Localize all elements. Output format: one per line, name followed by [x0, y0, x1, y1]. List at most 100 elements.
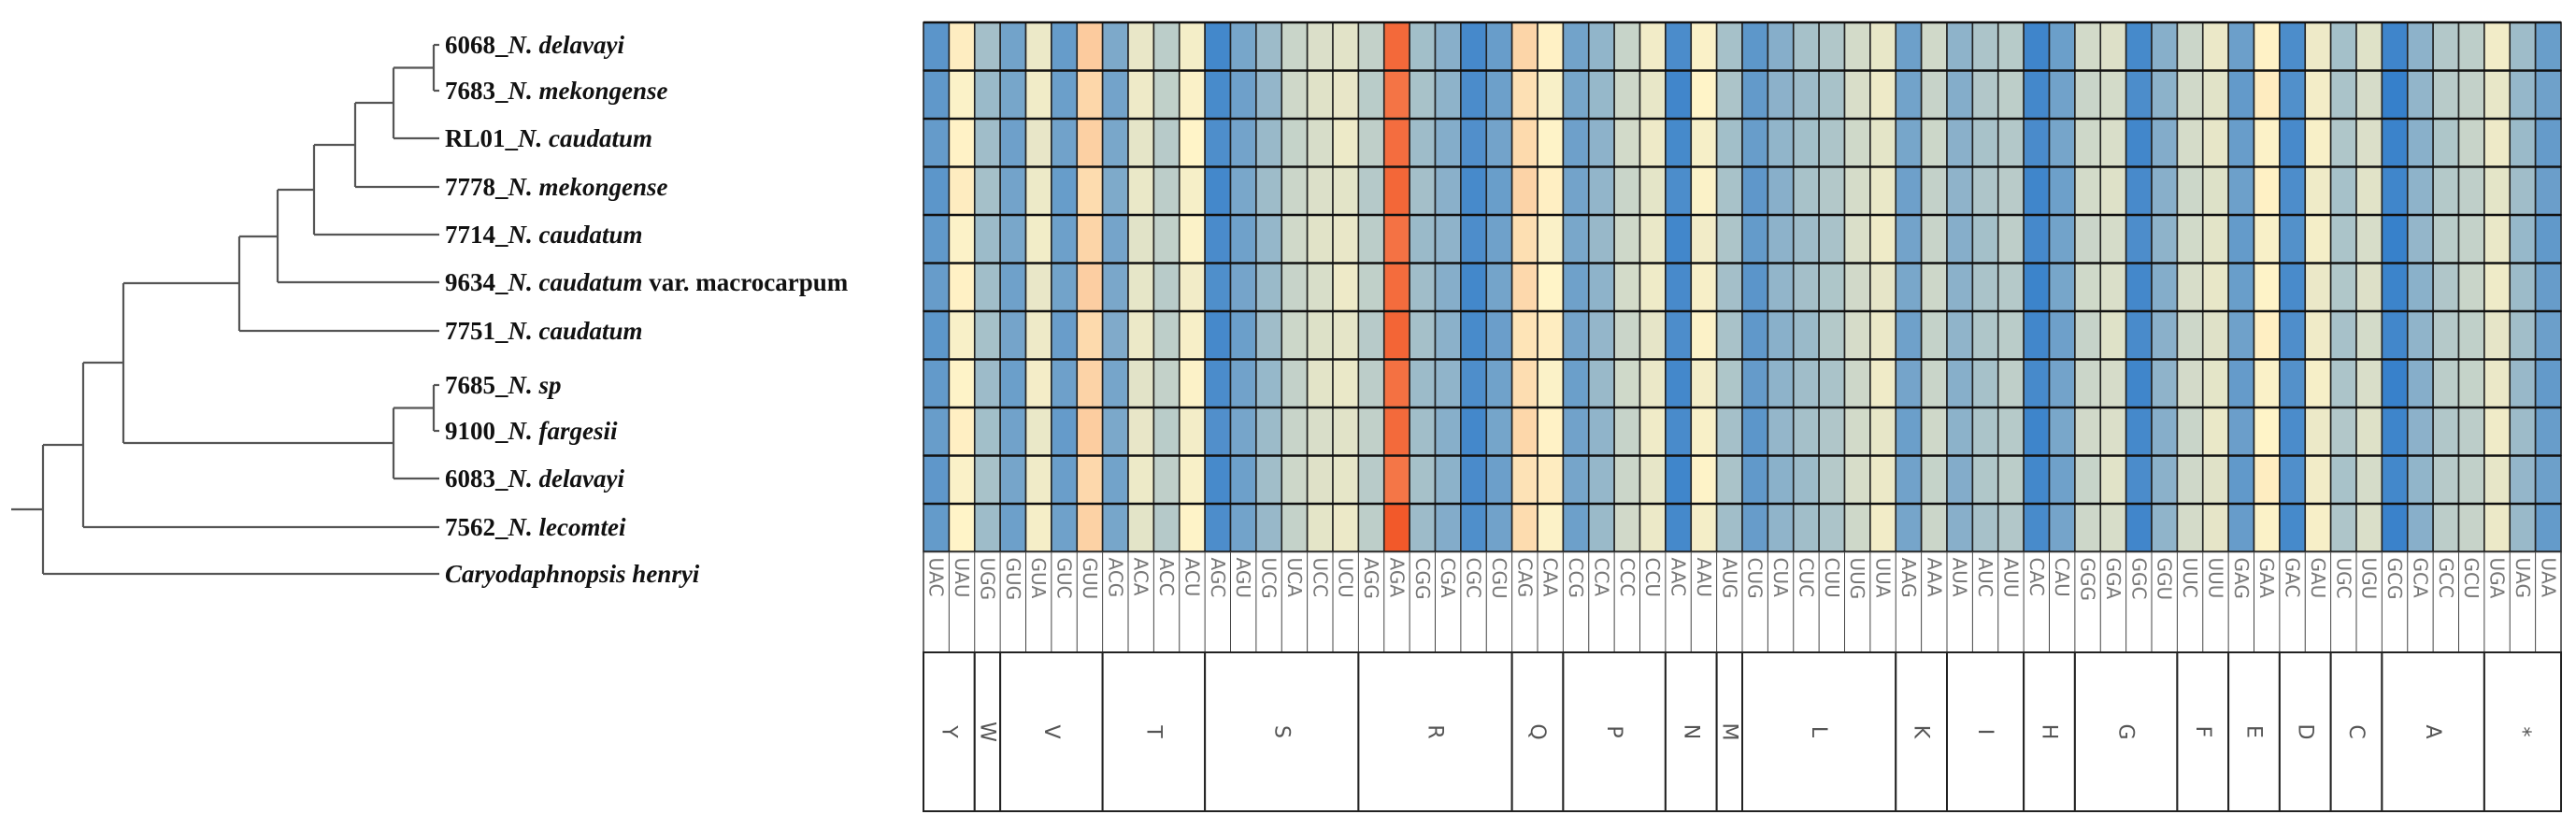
heatmap-cell	[1920, 407, 1948, 457]
heatmap-cell	[1306, 21, 1334, 72]
heatmap-cell	[1255, 503, 1283, 553]
heatmap-cell	[1306, 165, 1334, 216]
heatmap-cell	[2176, 21, 2204, 72]
codon-label: UGC	[2332, 558, 2354, 599]
heatmap-cell	[1152, 214, 1181, 264]
taxon-variety: var. macrocarpum	[643, 268, 849, 296]
heatmap-cell	[2509, 358, 2537, 408]
heatmap-cell	[1510, 262, 1538, 312]
heatmap-cell	[1895, 503, 1923, 553]
heatmap-cell	[1357, 310, 1385, 361]
heatmap-cell	[2125, 262, 2153, 312]
heatmap-cell	[2406, 310, 2434, 361]
heatmap-cell	[1101, 358, 1129, 408]
amino-acid-box	[2073, 651, 2179, 812]
heatmap-cell	[2304, 358, 2332, 408]
heatmap-cell	[2023, 358, 2051, 408]
heatmap-cell	[948, 214, 976, 264]
heatmap-cell	[1204, 310, 1232, 361]
taxon-name: N. caudatum	[508, 317, 643, 345]
heatmap-cell	[1051, 118, 1079, 168]
heatmap-cell	[2048, 21, 2076, 72]
heatmap-cell	[1715, 118, 1743, 168]
heatmap-cell	[1562, 503, 1590, 553]
heatmap-cell	[1281, 358, 1309, 408]
heatmap-cell	[2227, 454, 2255, 505]
heatmap-cell	[2253, 21, 2281, 72]
heatmap-cell	[1204, 358, 1232, 408]
codon-label: UGA	[2486, 558, 2509, 599]
heatmap-cell	[1485, 454, 1513, 505]
heatmap-cell	[1741, 165, 1769, 216]
heatmap-cell	[1357, 21, 1385, 72]
heatmap-cell	[948, 454, 976, 505]
heatmap-cell	[2074, 262, 2102, 312]
heatmap-cell	[1434, 214, 1462, 264]
taxon-code: RL01_	[445, 124, 519, 152]
amino-acid-box	[2381, 651, 2485, 812]
heatmap-cell	[1357, 69, 1385, 120]
heatmap-cell	[2023, 503, 2051, 553]
taxon-name: N. caudatum	[508, 268, 643, 296]
heatmap-cell	[1996, 454, 2025, 505]
amino-acid-label: S	[1269, 725, 1293, 738]
codon-label: UGG	[976, 558, 998, 601]
heatmap-cell	[1792, 118, 1820, 168]
heatmap-cell	[1127, 262, 1155, 312]
heatmap-cell	[1024, 358, 1052, 408]
heatmap-cell	[1332, 69, 1360, 120]
heatmap-cell	[2432, 454, 2460, 505]
amino-acid-label: R	[1424, 724, 1447, 738]
heatmap-cell	[1101, 407, 1129, 457]
heatmap-cell	[2099, 503, 2127, 553]
heatmap-cell	[1460, 214, 1488, 264]
heatmap-cell	[1613, 358, 1641, 408]
heatmap-cell	[2432, 165, 2460, 216]
heatmap-cell	[2125, 214, 2153, 264]
heatmap-cell	[1767, 358, 1795, 408]
heatmap-cell	[2483, 214, 2512, 264]
heatmap-cell	[1460, 358, 1488, 408]
heatmap-cell	[2176, 454, 2204, 505]
amino-acid-label: L	[1807, 726, 1830, 738]
heatmap-cell	[2457, 262, 2485, 312]
heatmap-cell	[2329, 358, 2357, 408]
heatmap-cell	[1076, 310, 1104, 361]
heatmap-cell	[1127, 165, 1155, 216]
heatmap-cell	[1996, 310, 2025, 361]
heatmap-cell	[2432, 358, 2460, 408]
heatmap-cell	[948, 262, 976, 312]
heatmap-cell	[2099, 407, 2127, 457]
heatmap-cell	[1382, 358, 1410, 408]
heatmap-cell	[1255, 454, 1283, 505]
heatmap-cell	[1332, 262, 1360, 312]
taxon-name: N. lecomtei	[508, 513, 626, 541]
heatmap-cell	[1715, 262, 1743, 312]
heatmap-cell	[1869, 310, 1897, 361]
heatmap-cell	[2509, 21, 2537, 72]
heatmap-cell	[1127, 310, 1155, 361]
amino-acid-box	[1204, 651, 1360, 812]
heatmap-cell	[1843, 69, 1871, 120]
amino-acid-label: T	[1141, 724, 1165, 738]
heatmap-cell	[2253, 262, 2281, 312]
heatmap-cell	[1639, 118, 1667, 168]
heatmap-cell	[1767, 21, 1795, 72]
heatmap-cell	[1382, 118, 1410, 168]
heatmap-cell	[2509, 165, 2537, 216]
heatmap-cell	[2509, 503, 2537, 553]
heatmap-cell	[2201, 454, 2229, 505]
heatmap-cell	[973, 454, 1001, 505]
heatmap-cell	[1639, 262, 1667, 312]
heatmap-cell	[1051, 503, 1079, 553]
codon-label: UGU	[2358, 558, 2381, 600]
heatmap-cell	[1152, 310, 1181, 361]
heatmap-cell	[1076, 358, 1104, 408]
heatmap-cell	[2406, 21, 2434, 72]
heatmap-cell	[1767, 69, 1795, 120]
taxon-label: 9100_N. fargesii	[445, 417, 618, 445]
amino-acid-label: D	[2293, 724, 2316, 740]
heatmap-cell	[1767, 214, 1795, 264]
heatmap-cell	[2304, 69, 2332, 120]
heatmap-cell	[2074, 69, 2102, 120]
